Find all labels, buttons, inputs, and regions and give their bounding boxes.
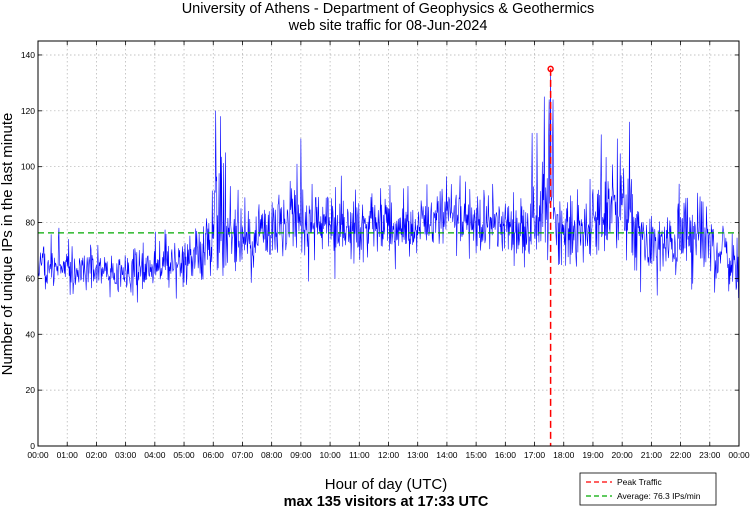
x-tick-label: 21:00	[641, 450, 663, 460]
x-tick-label: 03:00	[115, 450, 137, 460]
peak-marker	[547, 65, 554, 73]
y-tick-label: 120	[21, 106, 35, 116]
legend-box	[579, 472, 717, 506]
x-tick-label: 05:00	[173, 450, 195, 460]
x-tick-label: 12:00	[378, 450, 400, 460]
x-tick-label: 10:00	[319, 450, 341, 460]
x-tick-label: 08:00	[261, 450, 283, 460]
y-axis-label: Number of unique IPs in the last minute	[0, 113, 16, 376]
traffic-series-line	[37, 68, 739, 303]
grid-lines	[38, 41, 739, 446]
y-tick-label: 80	[26, 218, 36, 228]
x-tick-label: 17:00	[524, 450, 546, 460]
x-tick-label: 06:00	[203, 450, 225, 460]
y-tick-label: 20	[26, 385, 36, 395]
legend-peak-label: Peak Traffic	[617, 477, 662, 487]
y-tick-label: 100	[21, 162, 35, 172]
y-tick-label: 140	[21, 50, 35, 60]
x-tick-label: 23:00	[699, 450, 721, 460]
x-tick-label: 00:00	[728, 450, 750, 460]
x-tick-label: 18:00	[553, 450, 575, 460]
legend: Peak Traffic Average: 76.3 IPs/min	[579, 472, 717, 506]
x-tick-label: 00:00	[27, 450, 49, 460]
chart-subtitle: web site traffic for 08-Jun-2024	[288, 18, 488, 34]
x-tick-label: 13:00	[407, 450, 429, 460]
legend-average-label: Average: 76.3 IPs/min	[617, 491, 701, 501]
x-axis-label: Hour of day (UTC)	[325, 476, 448, 493]
x-tick-label: 14:00	[436, 450, 458, 460]
axis-ticks	[37, 41, 740, 447]
x-tick-label: 07:00	[232, 450, 254, 460]
y-tick-labels: 0 20 40 60 80 100 120 140	[21, 50, 35, 451]
x-tick-label: 16:00	[495, 450, 517, 460]
x-tick-label: 04:00	[144, 450, 166, 460]
data-series	[37, 68, 739, 303]
y-tick-label: 0	[30, 441, 35, 451]
x-tick-label: 15:00	[465, 450, 487, 460]
x-tick-label: 19:00	[582, 450, 604, 460]
x-tick-label: 22:00	[670, 450, 692, 460]
y-tick-label: 60	[26, 273, 36, 283]
x-tick-label: 01:00	[57, 450, 79, 460]
y-tick-label: 40	[26, 329, 36, 339]
x-tick-label: 02:00	[86, 450, 108, 460]
x-tick-label: 11:00	[349, 450, 370, 460]
x-tick-label: 09:00	[290, 450, 312, 460]
peak-summary-footer: max 135 visitors at 17:33 UTC	[284, 494, 489, 510]
chart-title: University of Athens - Department of Geo…	[182, 1, 595, 17]
x-tick-labels: 00:00 01:00 02:00 03:00 04:00 05:00 06:00 07:00…	[27, 450, 750, 460]
x-tick-label: 20:00	[612, 450, 634, 460]
